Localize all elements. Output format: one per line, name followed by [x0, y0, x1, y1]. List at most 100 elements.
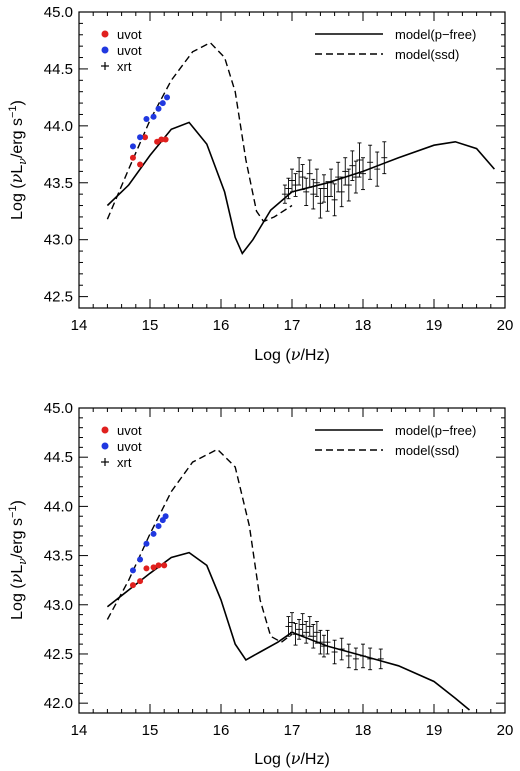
- xrt-point: [374, 151, 381, 187]
- chart-bottom: 14 15 16 17 18 19 20 42.0 42.5 43.0 43.5 44.0 44.5 45…: [7, 400, 513, 768]
- xrt-point: [317, 188, 324, 219]
- xrt-point: [303, 621, 310, 644]
- y-axis-title: Log (νLν/erg s−1): [7, 100, 29, 220]
- legend-marker: [101, 426, 109, 434]
- legend-label: uvot: [117, 27, 142, 42]
- x-tick-label: 16: [213, 722, 230, 739]
- xrt-point: [320, 174, 327, 203]
- xrt-point: [345, 168, 352, 202]
- xrt-point: [360, 157, 366, 191]
- xrt-point: [310, 178, 317, 210]
- y-tick-label: 44.5: [44, 449, 73, 466]
- xrt-point: [360, 643, 366, 669]
- model-pfree-line: [106, 551, 471, 711]
- xrt-point: [352, 647, 359, 671]
- uvot-blue-point: [155, 523, 162, 530]
- xrt-point: [313, 621, 320, 644]
- legend-label: model(ssd): [395, 47, 459, 62]
- xrt-point: [342, 157, 349, 186]
- y-tick-label: 42.5: [44, 646, 73, 663]
- y-tick-label: 45.0: [44, 400, 73, 417]
- xrt-point: [356, 142, 363, 178]
- uvot-blue-point: [150, 530, 157, 537]
- uvot-red-point: [155, 562, 162, 569]
- legend-label: uvot: [117, 423, 142, 438]
- xrt-point: [296, 157, 303, 186]
- y-tick-label: 42.5: [44, 289, 73, 306]
- uvot-blue-point: [164, 94, 171, 101]
- data-points: [129, 94, 388, 219]
- legend-label: uvot: [117, 43, 142, 58]
- xrt-point: [299, 164, 306, 191]
- uvot-blue-point: [129, 143, 136, 150]
- uvot-red-point: [162, 136, 169, 143]
- x-tick-label: 18: [355, 722, 372, 739]
- x-tick-label: 19: [426, 722, 443, 739]
- y-tick-label: 43.5: [44, 548, 73, 565]
- xrt-point: [289, 612, 295, 633]
- xrt-point: [377, 648, 384, 670]
- uvot-blue-point: [129, 567, 136, 574]
- y-tick-label: 44.5: [44, 61, 73, 78]
- xrt-point: [281, 184, 288, 204]
- uvot-red-point: [158, 136, 165, 143]
- uvot-red-point: [142, 134, 149, 141]
- chart-top: 14 15 16 17 18 19 20 42.5 43.0 43.5 44.0 44.5 45.0 u…: [7, 4, 513, 364]
- axis-ticks: 14 15 16 17 18 19 20 42.5 43.0 43.5 44.0 44.5 45.0: [44, 4, 514, 334]
- x-tick-label: 20: [497, 722, 514, 739]
- uvot-red-point: [129, 582, 136, 589]
- uvot-blue-point: [162, 513, 169, 520]
- x-tick-label: 17: [284, 722, 301, 739]
- xrt-point: [367, 647, 374, 671]
- uvot-blue-point: [150, 113, 157, 120]
- y-tick-label: 43.0: [44, 232, 73, 249]
- data-points: [129, 513, 384, 671]
- uvot-red-point: [137, 161, 144, 168]
- xrt-point: [381, 141, 388, 175]
- x-tick-label: 18: [355, 317, 372, 334]
- xrt-point: [285, 616, 292, 637]
- xrt-point: [331, 183, 338, 217]
- legend-label: uvot: [117, 439, 142, 454]
- model-ssd-line: [106, 41, 293, 223]
- xrt-point: [324, 629, 331, 655]
- xrt-point: [285, 177, 292, 200]
- xrt-point: [299, 613, 306, 636]
- model-ssd-line: [106, 448, 293, 644]
- legend-marker: [101, 442, 109, 450]
- legend-label: model(p−free): [395, 423, 476, 438]
- xrt-point: [306, 159, 313, 188]
- uvot-blue-point: [159, 100, 166, 107]
- x-axis-title: Log (ν/Hz): [254, 345, 330, 364]
- y-tick-label: 45.0: [44, 4, 73, 21]
- uvot-blue-point: [143, 116, 150, 123]
- xrt-point: [313, 168, 320, 197]
- xrt-point: [345, 643, 352, 669]
- xrt-point: [306, 616, 313, 637]
- legend-label: xrt: [117, 59, 132, 74]
- legend-label: model(p−free): [395, 27, 476, 42]
- xrt-point: [292, 623, 299, 646]
- xrt-point: [296, 619, 303, 640]
- uvot-blue-point: [155, 105, 162, 112]
- model-pfree-line: [106, 121, 496, 255]
- uvot-blue-point: [137, 134, 144, 141]
- legend-marker: [101, 46, 109, 54]
- uvot-blue-point: [143, 540, 150, 547]
- x-tick-label: 15: [142, 722, 159, 739]
- xrt-point: [338, 176, 345, 208]
- uvot-red-point: [129, 154, 136, 161]
- y-tick-label: 44.0: [44, 498, 73, 515]
- x-tick-label: 20: [497, 317, 514, 334]
- uvot-blue-point: [137, 556, 144, 563]
- x-tick-label: 19: [426, 317, 443, 334]
- xrt-point: [289, 168, 295, 193]
- xrt-point: [310, 624, 317, 649]
- x-tick-label: 14: [71, 317, 88, 334]
- xrt-point: [367, 144, 374, 180]
- legend-marker: [101, 30, 109, 38]
- xrt-point: [320, 634, 327, 658]
- xrt-point: [303, 177, 310, 206]
